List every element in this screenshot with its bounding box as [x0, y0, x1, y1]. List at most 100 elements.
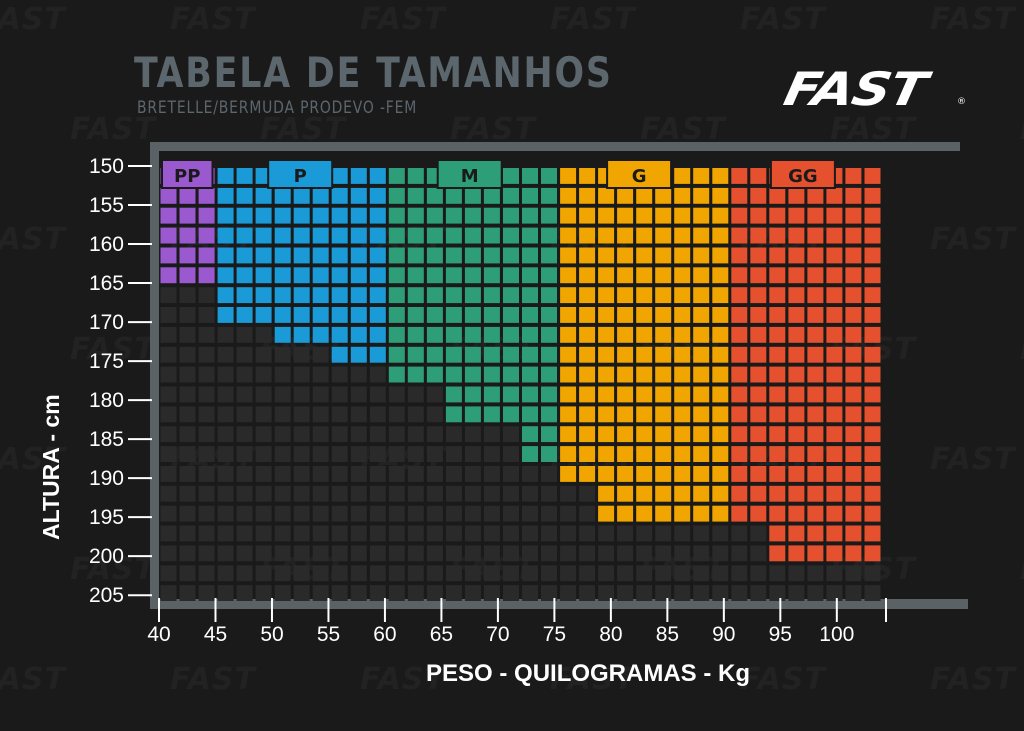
legend-box-gg: [771, 161, 834, 187]
cell-empty: [407, 565, 424, 582]
cell-pp: [198, 207, 215, 224]
cell-empty: [560, 545, 577, 562]
cell-g: [693, 207, 710, 224]
cell-g: [579, 346, 596, 363]
cell-empty: [312, 585, 329, 601]
cell-gg: [864, 227, 881, 244]
cell-empty: [236, 446, 253, 462]
cell-m: [503, 307, 519, 323]
cell-p: [217, 267, 234, 284]
cell-empty: [426, 545, 443, 562]
watermark-logo: FAST: [1020, 552, 1024, 587]
cell-g: [617, 426, 634, 443]
cell-empty: [255, 386, 272, 403]
cell-empty: [655, 545, 672, 562]
cell-p: [331, 187, 348, 204]
cell-empty: [636, 525, 653, 542]
cell-g: [598, 326, 615, 343]
cell-m: [445, 207, 462, 224]
cell-empty: [369, 545, 386, 562]
cell-gg: [769, 287, 786, 304]
legend-label-pp: PP: [174, 166, 200, 187]
cell-gg: [731, 466, 748, 482]
y-tick-label: 195: [89, 506, 124, 529]
cell-gg: [788, 267, 805, 284]
cell-gg: [826, 366, 843, 383]
cell-empty: [750, 585, 767, 601]
cell-empty: [788, 565, 805, 582]
cell-gg: [826, 406, 843, 423]
cell-p: [255, 187, 272, 204]
cell-empty: [179, 525, 196, 542]
cell-empty: [579, 505, 596, 522]
cell-gg: [788, 187, 805, 204]
cell-m: [445, 307, 462, 323]
cell-empty: [483, 525, 500, 542]
cell-gg: [864, 505, 881, 522]
cell-g: [674, 207, 691, 224]
cell-empty: [255, 525, 272, 542]
cell-empty: [864, 585, 881, 601]
cell-empty: [331, 545, 348, 562]
cell-g: [598, 267, 615, 284]
cell-empty: [388, 545, 405, 562]
cell-empty: [693, 545, 710, 562]
cell-gg: [864, 207, 881, 224]
cell-p: [293, 227, 310, 244]
cell-gg: [731, 307, 748, 323]
cell-m: [522, 187, 538, 204]
cell-gg: [788, 525, 805, 542]
cell-g: [579, 386, 596, 403]
cell-empty: [407, 525, 424, 542]
cell-empty: [350, 386, 367, 403]
cell-p: [217, 287, 234, 304]
cell-empty: [483, 446, 500, 462]
legend-box-p: [269, 161, 332, 187]
cell-empty: [388, 466, 405, 482]
cell-empty: [731, 565, 748, 582]
cell-m: [483, 406, 500, 423]
cell-empty: [845, 565, 862, 582]
cell-g: [636, 207, 653, 224]
cell-gg: [864, 287, 881, 304]
cell-gg: [769, 406, 786, 423]
cell-empty: [312, 406, 329, 423]
cell-g: [560, 466, 577, 482]
cell-empty: [350, 466, 367, 482]
cell-empty: [464, 485, 481, 502]
cell-gg: [769, 426, 786, 443]
cell-m: [541, 406, 557, 423]
cell-g: [712, 466, 729, 482]
cell-empty: [293, 525, 310, 542]
cell-empty: [483, 466, 500, 482]
cell-empty: [826, 585, 843, 601]
chart-frame-left: [150, 142, 159, 606]
cell-p: [236, 247, 253, 264]
cell-empty: [160, 386, 177, 403]
cell-empty: [674, 525, 691, 542]
cell-g: [636, 247, 653, 264]
cell-gg: [750, 505, 767, 522]
cell-empty: [503, 525, 519, 542]
cell-pp: [179, 227, 196, 244]
cell-gg: [826, 346, 843, 363]
cell-gg: [826, 446, 843, 462]
x-tick-label: 45: [204, 623, 227, 646]
cell-empty: [255, 346, 272, 363]
cell-empty: [236, 545, 253, 562]
cell-g: [655, 386, 672, 403]
cell-empty: [712, 545, 729, 562]
cell-g: [598, 426, 615, 443]
cell-empty: [179, 326, 196, 343]
cell-empty: [255, 446, 272, 462]
cell-m: [388, 168, 405, 184]
cell-p: [236, 307, 253, 323]
cell-empty: [236, 505, 253, 522]
cell-empty: [369, 505, 386, 522]
cell-gg: [845, 545, 862, 562]
cell-g: [598, 366, 615, 383]
x-tick-label: 100: [819, 623, 854, 646]
cell-p: [293, 247, 310, 264]
cell-g: [712, 446, 729, 462]
cell-g: [560, 187, 577, 204]
